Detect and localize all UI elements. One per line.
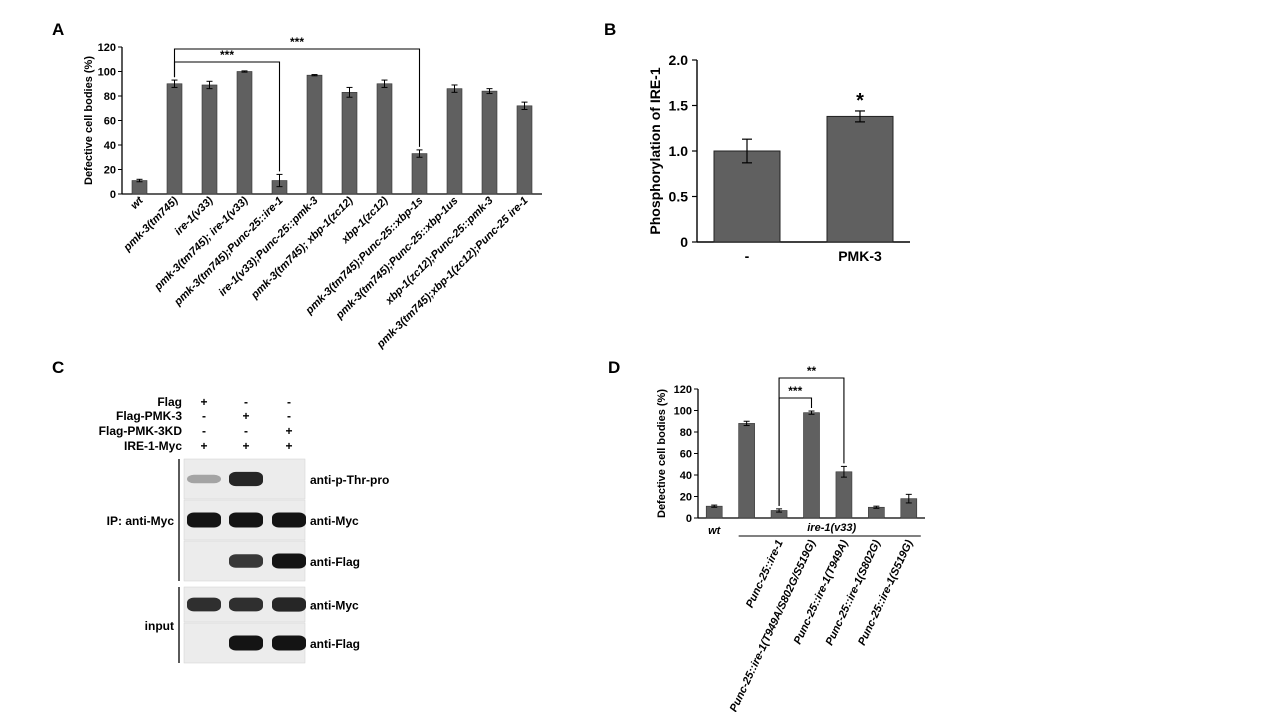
y-tick-label-a: 40 bbox=[104, 140, 116, 152]
blot-label: anti-Flag bbox=[310, 637, 360, 651]
bar-a bbox=[341, 92, 358, 195]
bar-d bbox=[803, 412, 820, 519]
y-tick-label-d: 0 bbox=[686, 513, 692, 525]
bar-b bbox=[713, 150, 781, 243]
y-tick-label-d: 20 bbox=[680, 492, 692, 504]
condition-mark: + bbox=[285, 424, 292, 438]
condition-mark: + bbox=[242, 439, 249, 453]
bar-a bbox=[236, 71, 253, 195]
y-tick-label-d: 60 bbox=[680, 449, 692, 461]
group-label-input: input bbox=[145, 619, 174, 633]
blot-band bbox=[272, 553, 306, 569]
y-tick-label-a: 120 bbox=[98, 42, 116, 54]
blot-label: anti-Myc bbox=[310, 599, 359, 613]
significance-label-d: ** bbox=[807, 364, 817, 378]
condition-mark: - bbox=[244, 395, 248, 409]
y-axis-label-a: Defective cell bodies (%) bbox=[83, 56, 95, 185]
condition-mark: + bbox=[200, 395, 207, 409]
bar-a bbox=[411, 153, 428, 195]
condition-mark: - bbox=[202, 409, 206, 423]
y-tick-label-a: 0 bbox=[110, 189, 116, 201]
blot-band bbox=[229, 597, 263, 612]
y-tick-label-d: 120 bbox=[674, 384, 692, 396]
condition-mark: + bbox=[242, 409, 249, 423]
group-label-ip: IP: anti-Myc bbox=[107, 514, 175, 528]
y-axis-label-d: Defective cell bodies (%) bbox=[656, 389, 668, 518]
significance-label-b: * bbox=[856, 90, 864, 112]
condition-label: Flag-PMK-3 bbox=[116, 409, 182, 423]
condition-mark: - bbox=[287, 395, 291, 409]
y-tick-label-d: 100 bbox=[674, 406, 692, 418]
y-tick-label-b: 2.0 bbox=[669, 52, 689, 68]
panel-letter-b: B bbox=[604, 20, 616, 39]
significance-bracket-a bbox=[173, 61, 281, 172]
bar-a bbox=[201, 84, 218, 195]
y-tick-label-b: 1.5 bbox=[669, 98, 689, 114]
category-label-d: wt bbox=[708, 525, 722, 537]
significance-label-d: *** bbox=[788, 384, 802, 398]
chart-b: 0 0.5 1.0 1.5 2.0 Phosphorylation of IRE-1 - PM… bbox=[647, 52, 910, 264]
blot-band bbox=[272, 635, 306, 651]
y-tick-label-a: 20 bbox=[104, 165, 116, 177]
blot-band bbox=[272, 512, 306, 528]
y-tick-label-a: 80 bbox=[104, 91, 116, 103]
group-label-d: ire-1(v33) bbox=[807, 522, 856, 534]
bar-a bbox=[516, 105, 533, 195]
blot-label: anti-Myc bbox=[310, 514, 359, 528]
y-tick-label-b: 0.5 bbox=[669, 189, 689, 205]
bar-a bbox=[131, 180, 148, 195]
blot-band bbox=[187, 512, 221, 528]
blot-band bbox=[272, 597, 306, 612]
panel-letter-d: D bbox=[608, 358, 620, 377]
bar-a bbox=[306, 74, 323, 195]
chart-d: 0 20 40 60 80 100 120 Defective cell bodies (%)… bbox=[656, 364, 925, 712]
condition-mark: - bbox=[202, 424, 206, 438]
significance-label-a: *** bbox=[290, 35, 304, 49]
blot-label: anti-p-Thr-pro bbox=[310, 473, 389, 487]
category-label-a: wt bbox=[128, 194, 146, 212]
western-blot-c: Flag + - -Flag-PMK-3- + -Flag-PMK-3KD - - +IRE-1… bbox=[99, 395, 389, 664]
significance-label-a: *** bbox=[220, 48, 234, 62]
condition-label: IRE-1-Myc bbox=[124, 439, 182, 453]
y-axis-label-b: Phosphorylation of IRE-1 bbox=[647, 67, 663, 234]
bar-d bbox=[738, 423, 755, 519]
condition-mark: + bbox=[200, 439, 207, 453]
panel-letter-c: C bbox=[52, 358, 64, 377]
category-label-b: - bbox=[745, 248, 750, 264]
panel-letter-a: A bbox=[52, 20, 64, 39]
bar-a bbox=[446, 88, 463, 195]
blot-band bbox=[229, 635, 263, 651]
condition-label: Flag bbox=[157, 395, 182, 409]
blot-band bbox=[229, 471, 263, 487]
y-tick-label-b: 0 bbox=[680, 234, 688, 250]
y-tick-label-a: 60 bbox=[104, 116, 116, 128]
significance-bracket-d bbox=[778, 377, 845, 506]
blot-band bbox=[187, 597, 221, 612]
y-tick-label-a: 100 bbox=[98, 67, 116, 79]
condition-mark: + bbox=[285, 439, 292, 453]
condition-mark: - bbox=[287, 409, 291, 423]
category-label-b: PMK-3 bbox=[838, 248, 882, 264]
condition-mark: - bbox=[244, 424, 248, 438]
bar-a bbox=[376, 83, 393, 195]
blot-band bbox=[229, 512, 263, 528]
condition-label: Flag-PMK-3KD bbox=[99, 424, 183, 438]
bar-a bbox=[481, 90, 498, 195]
bar-d bbox=[705, 505, 723, 519]
y-tick-label-b: 1.0 bbox=[669, 143, 689, 159]
significance-bracket-a bbox=[173, 48, 421, 147]
y-tick-label-d: 80 bbox=[680, 427, 692, 439]
blot-band bbox=[187, 474, 221, 484]
y-tick-label-d: 40 bbox=[680, 470, 692, 482]
bar-d bbox=[835, 471, 853, 519]
blot-band bbox=[229, 554, 263, 568]
bar-d bbox=[868, 506, 885, 519]
blot-label: anti-Flag bbox=[310, 555, 360, 569]
bar-a bbox=[166, 83, 183, 195]
bar-b bbox=[826, 115, 894, 243]
